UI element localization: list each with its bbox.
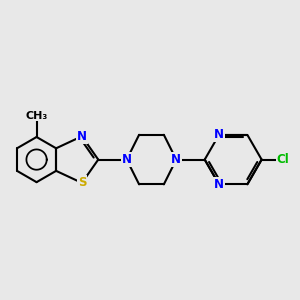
Text: N: N bbox=[214, 178, 224, 191]
Text: S: S bbox=[78, 176, 86, 189]
Text: Cl: Cl bbox=[277, 153, 290, 166]
Text: CH₃: CH₃ bbox=[26, 111, 48, 121]
Text: N: N bbox=[77, 130, 87, 143]
Text: N: N bbox=[214, 128, 224, 141]
Text: N: N bbox=[122, 153, 132, 166]
Text: N: N bbox=[171, 153, 181, 166]
